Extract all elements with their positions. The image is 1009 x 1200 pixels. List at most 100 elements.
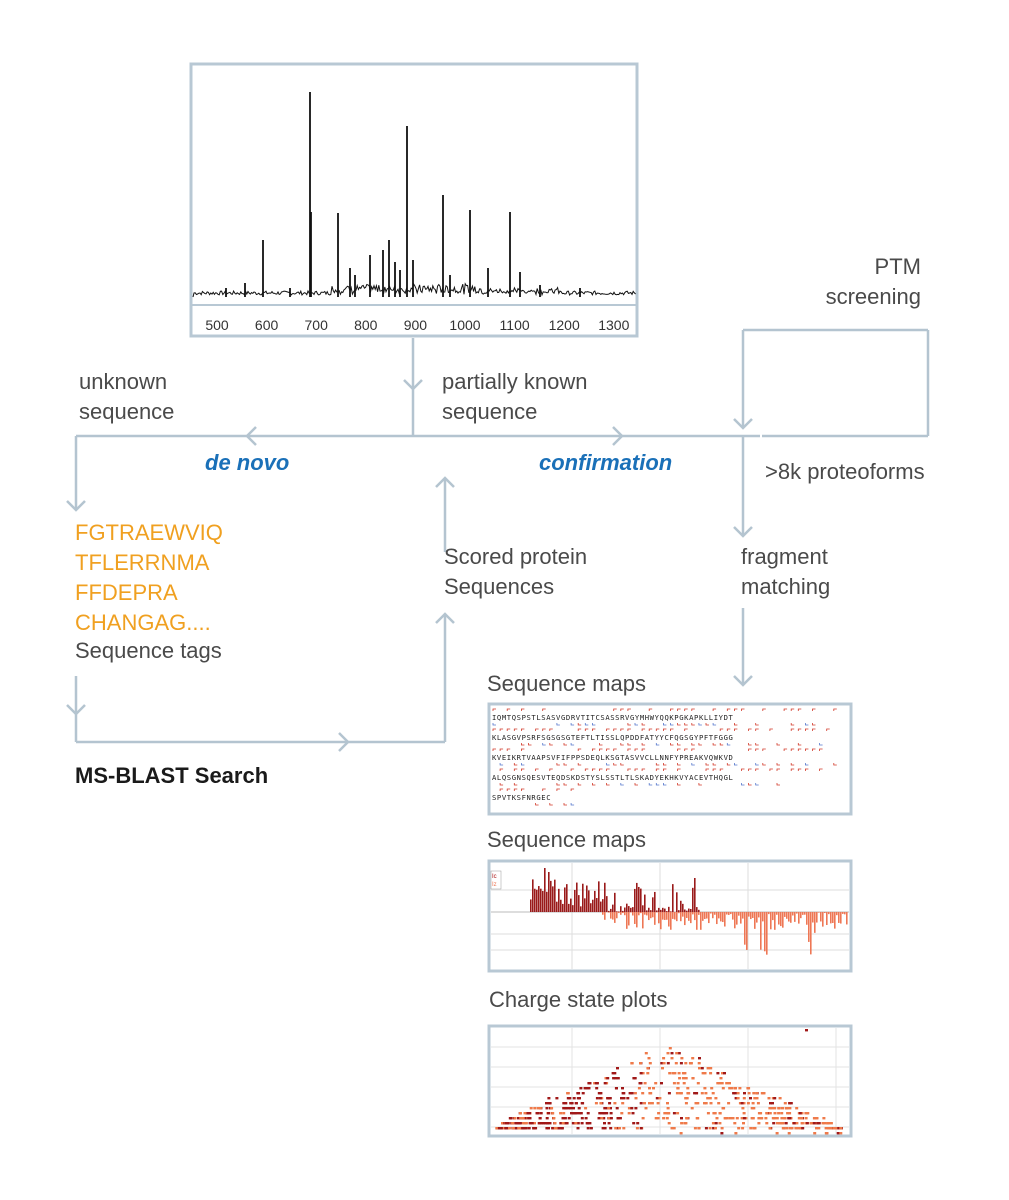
spectrum-tick-label: 800 <box>354 317 378 333</box>
charge-dot <box>680 1057 684 1060</box>
charge-dot <box>618 1127 621 1130</box>
bar-mark-down <box>632 912 634 916</box>
charge-dot <box>798 1112 802 1115</box>
bar-mark-down <box>608 912 610 913</box>
charge-dot <box>829 1127 833 1130</box>
charge-dot <box>768 1107 772 1110</box>
bar-mark-down <box>760 912 762 950</box>
charge-dot <box>770 1107 774 1110</box>
charge-state-panel <box>487 1024 853 1138</box>
charge-dot <box>603 1082 607 1085</box>
charge-dot <box>597 1117 601 1120</box>
charge-dot <box>672 1112 676 1115</box>
charge-dot <box>725 1117 729 1120</box>
bar-mark-up <box>596 898 598 912</box>
bar-mark-down <box>736 912 738 925</box>
charge-dot <box>606 1077 610 1080</box>
bar-mark-up <box>692 887 694 912</box>
charge-dot <box>622 1127 626 1130</box>
charge-dot <box>545 1127 549 1130</box>
bar-mark-up <box>682 903 684 912</box>
charge-dot <box>703 1072 707 1075</box>
bar-mark-down <box>654 912 656 925</box>
charge-dot <box>698 1067 701 1070</box>
charge-dot <box>565 1107 569 1110</box>
charge-dot <box>693 1127 697 1130</box>
charge-dot <box>775 1132 779 1135</box>
charge-dot <box>598 1097 602 1100</box>
charge-dot <box>614 1077 618 1080</box>
charge-dot <box>683 1072 687 1075</box>
charge-dot <box>783 1117 787 1120</box>
bar-mark-up <box>642 905 644 912</box>
charge-dot <box>801 1127 805 1130</box>
charge-dot <box>781 1107 784 1110</box>
charge-dot <box>671 1072 675 1075</box>
charge-dot <box>721 1087 725 1090</box>
charge-dot <box>797 1117 801 1120</box>
bar-mark-up <box>568 903 570 912</box>
charge-dot <box>765 1122 769 1125</box>
charge-dot <box>497 1127 501 1130</box>
charge-dot <box>698 1057 701 1060</box>
charge-dot <box>727 1102 731 1105</box>
charge-dot <box>728 1087 732 1090</box>
bar-mark-down <box>680 912 682 922</box>
bar-mark-up <box>552 886 554 912</box>
bar-mark-down <box>844 912 846 915</box>
charge-dot <box>561 1122 565 1125</box>
bar-mark-up <box>652 897 654 912</box>
charge-dot <box>641 1117 645 1120</box>
charge-dot <box>684 1062 688 1065</box>
bar-mark-up <box>628 906 630 912</box>
bar-mark-up <box>576 882 578 912</box>
charge-dot <box>738 1087 742 1090</box>
bar-mark-up <box>556 901 558 912</box>
charge-dot <box>714 1122 718 1125</box>
charge-dot <box>706 1067 710 1070</box>
charge-dot <box>679 1132 683 1135</box>
charge-dot <box>723 1072 726 1075</box>
bar-mark-down <box>708 912 710 924</box>
charge-dot <box>586 1112 590 1115</box>
charge-dot <box>594 1102 598 1105</box>
charge-dot <box>780 1122 784 1125</box>
bar-mark-up <box>544 868 546 912</box>
charge-dot <box>736 1092 740 1095</box>
charge-dot <box>666 1107 670 1110</box>
charge-dot <box>665 1117 669 1120</box>
bar-mark-down <box>828 912 830 915</box>
charge-dot <box>607 1107 611 1110</box>
bar-mark-down <box>658 912 660 924</box>
charge-dot <box>720 1127 724 1130</box>
bar-mark-down <box>660 912 662 930</box>
charge-dot <box>545 1102 548 1105</box>
bar-mark-down <box>728 912 730 915</box>
charge-dot <box>788 1102 792 1105</box>
bar-mark-down <box>694 912 696 921</box>
charge-dot <box>733 1092 737 1095</box>
bar-mark-down <box>770 912 772 930</box>
charge-dot <box>571 1122 575 1125</box>
charge-dot <box>646 1067 650 1070</box>
charge-dot <box>643 1082 647 1085</box>
charge-dot <box>580 1122 584 1125</box>
spectrum-peaks <box>225 92 581 297</box>
charge-dot <box>711 1122 715 1125</box>
bar-mark-up <box>658 907 660 912</box>
charge-dot <box>716 1082 720 1085</box>
bar-mark-down <box>714 912 716 915</box>
charge-dot <box>542 1122 546 1125</box>
charge-dot <box>839 1127 843 1130</box>
charge-dot <box>682 1082 686 1085</box>
charge-dot <box>524 1122 528 1125</box>
bar-mark-down <box>814 912 816 933</box>
bar-mark-down <box>626 912 628 929</box>
charge-dot <box>816 1122 820 1125</box>
spectrum-tick-labels: 500 600 700 800 900 1000 1100 1200 1300 <box>205 317 629 333</box>
charge-dot <box>712 1127 716 1130</box>
charge-dot <box>633 1092 637 1095</box>
bar-mark-down <box>818 912 820 913</box>
charge-dot <box>784 1122 788 1125</box>
bar-mark-down <box>772 912 774 921</box>
